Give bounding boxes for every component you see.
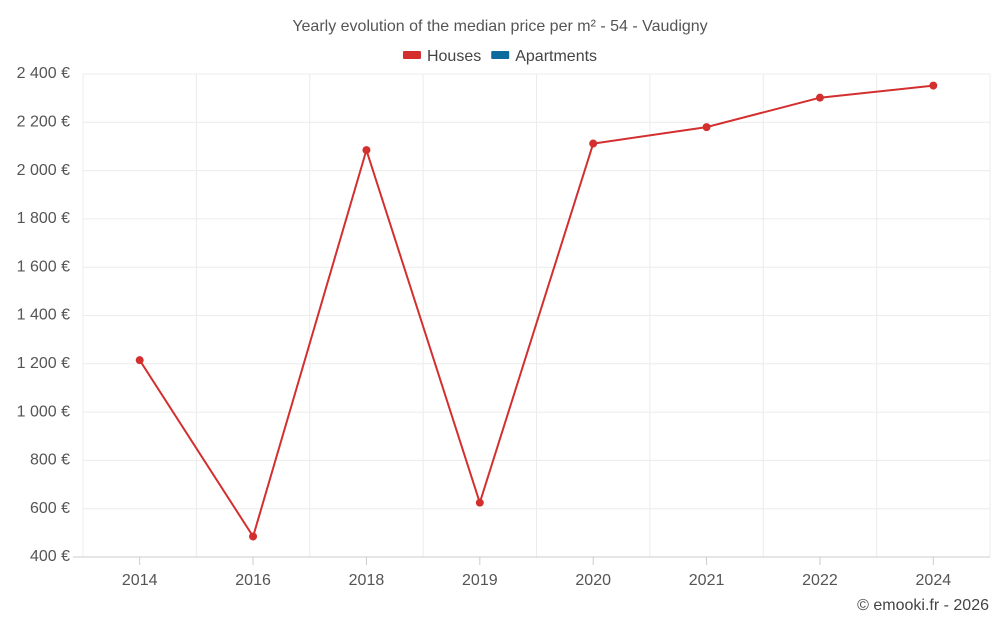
x-tick-label: 2020 [575,572,611,589]
data-point-houses-2020[interactable] [589,139,598,148]
x-tick-label: 2024 [916,572,952,589]
y-tick-label: 1 000 € [17,403,70,420]
y-tick-label: 800 € [30,452,70,469]
y-tick-label: 2 400 € [17,65,70,82]
x-tick-label: 2021 [689,572,725,589]
x-tick-label: 2022 [802,572,838,589]
x-tick-label: 2016 [235,572,271,589]
legend-item-apartments[interactable]: Apartments [491,48,597,65]
legend-swatch [491,51,510,59]
legend-swatch [402,51,421,59]
x-tick-label: 2018 [349,572,385,589]
data-point-houses-2021[interactable] [702,123,711,132]
y-tick-label: 2 200 € [17,114,70,131]
y-axis: 400 € 600 € 800 € 1 000 € 1 200 € 1 400 € 1 60… [17,65,70,565]
x-tick-label: 2019 [462,572,498,589]
series-line-houses [138,84,934,538]
grid [82,73,991,557]
x-axis: 2014 2016 2018 2019 2020 2021 2022 2024 [73,556,990,589]
y-tick-label: 2 000 € [17,162,70,179]
legend-label: Apartments [515,48,597,65]
series-group [135,81,938,541]
y-tick-label: 600 € [30,500,70,517]
legend-label: Houses [427,48,481,65]
x-tick-label: 2014 [122,572,158,589]
data-point-houses-2024[interactable] [929,81,938,90]
data-point-houses-2016[interactable] [249,532,258,541]
chart-title: Yearly evolution of the median price per… [292,18,707,35]
y-tick-label: 1 200 € [17,355,70,372]
data-point-houses-2018[interactable] [362,146,371,155]
data-point-houses-2022[interactable] [815,93,824,102]
legend: Houses Apartments [402,48,597,65]
data-point-houses-2014[interactable] [135,356,144,365]
data-point-houses-2019[interactable] [475,498,484,507]
credit-text: © emooki.fr - 2026 [857,597,989,614]
y-tick-label: 1 400 € [17,307,70,324]
y-tick-label: 1 800 € [17,210,70,227]
y-tick-label: 1 600 € [17,258,70,275]
legend-item-houses[interactable]: Houses [402,48,481,65]
y-tick-label: 400 € [30,548,70,565]
